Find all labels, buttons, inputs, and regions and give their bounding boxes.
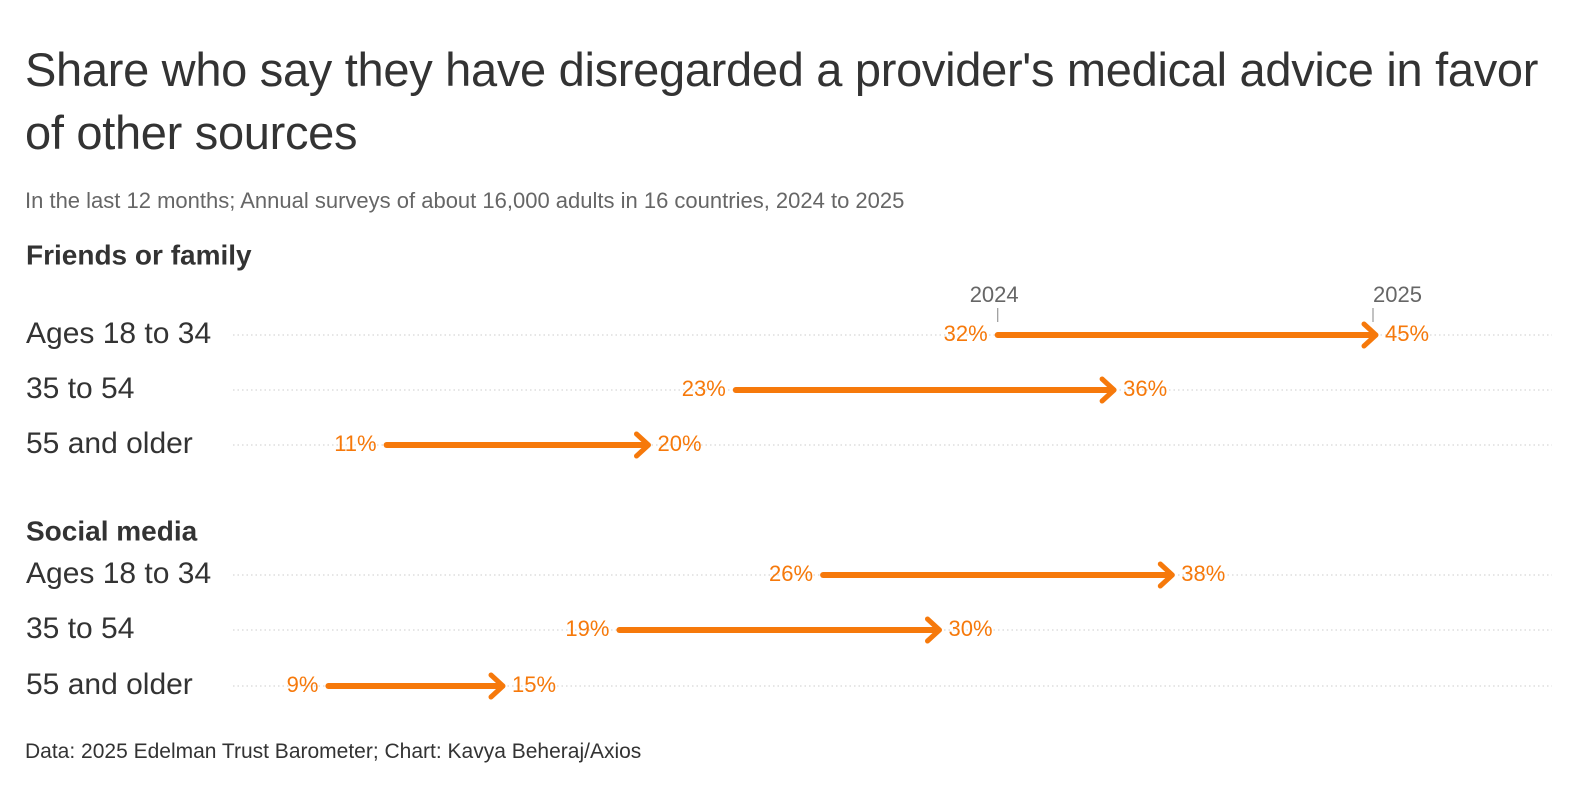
chart-title: Share who say they have disregarded a pr… <box>25 43 1539 159</box>
end-value-label: 15% <box>512 672 556 697</box>
row-label: 55 and older <box>26 668 193 701</box>
arrow-head <box>1099 376 1117 404</box>
end-value-label: 36% <box>1123 376 1167 401</box>
chart-subtitle: In the last 12 months; Annual surveys of… <box>25 188 905 213</box>
row-label: 35 to 54 <box>26 612 134 645</box>
arrow-head <box>1157 561 1175 589</box>
group-heading: Friends or family <box>26 239 252 270</box>
end-value-label: 45% <box>1385 321 1429 346</box>
end-value-label: 30% <box>949 616 993 641</box>
legend-end-label: 2025 <box>1373 282 1422 307</box>
start-value-label: 23% <box>682 376 726 401</box>
row-label: Ages 18 to 34 <box>26 317 211 350</box>
start-value-label: 26% <box>769 561 813 586</box>
arrow-head <box>1361 321 1379 349</box>
arrow-head <box>634 431 651 459</box>
arrow-head <box>925 616 942 644</box>
source-note: Data: 2025 Edelman Trust Barometer; Char… <box>25 740 642 763</box>
start-value-label: 19% <box>565 616 609 641</box>
row-label: Ages 18 to 34 <box>26 557 211 590</box>
arrow-head <box>488 672 506 700</box>
group-heading: Social media <box>26 515 198 546</box>
end-value-label: 38% <box>1181 561 1225 586</box>
legend-start-label: 2024 <box>970 282 1019 307</box>
start-value-label: 11% <box>334 431 376 456</box>
end-value-label: 20% <box>658 431 702 456</box>
start-value-label: 32% <box>944 321 988 346</box>
row-label: 55 and older <box>26 427 193 460</box>
row-label: 35 to 54 <box>26 372 134 405</box>
start-value-label: 9% <box>287 672 319 697</box>
